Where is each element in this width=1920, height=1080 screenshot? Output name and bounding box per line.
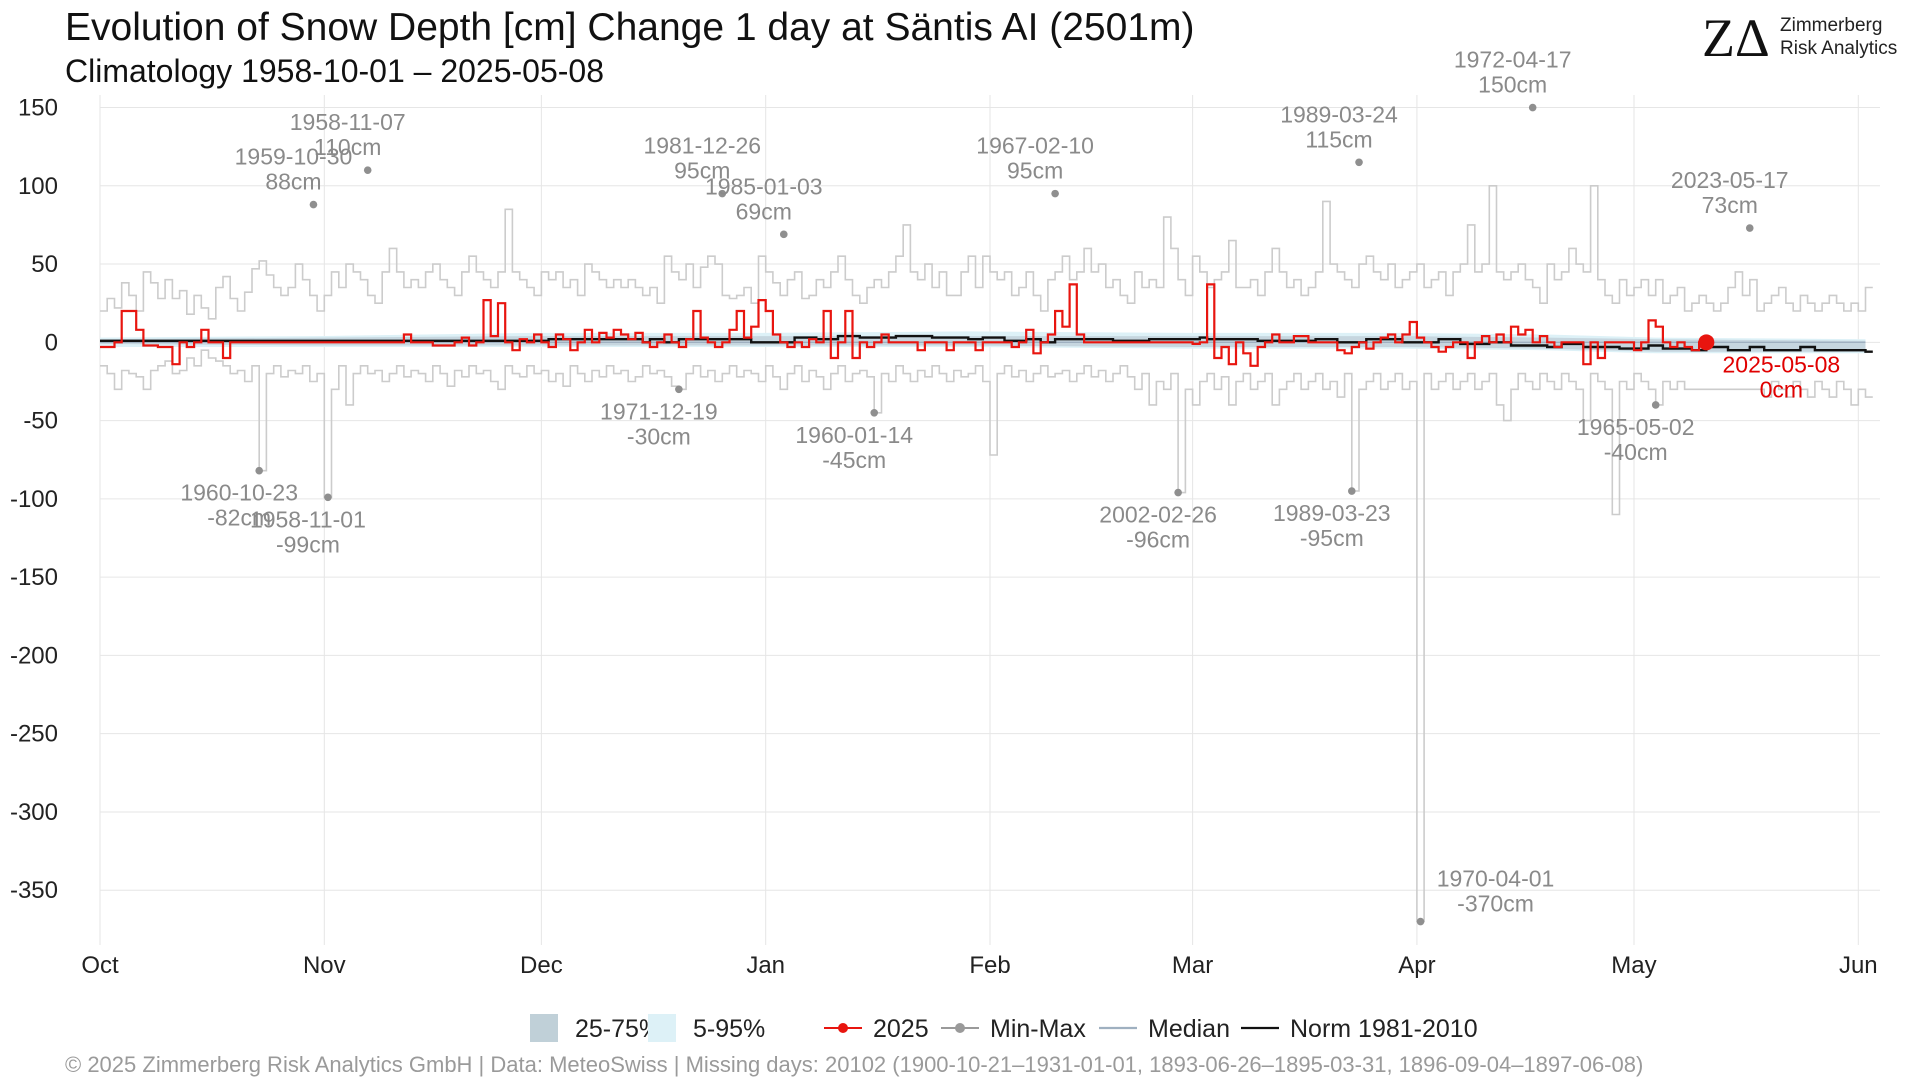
extreme-point bbox=[1051, 189, 1059, 198]
extreme-date-label: 2002-02-26 bbox=[1099, 502, 1217, 528]
y-tick-label: -300 bbox=[10, 799, 58, 826]
logo-line1: Zimmerberg bbox=[1780, 15, 1882, 36]
extreme-value-label: -96cm bbox=[1126, 527, 1190, 553]
extreme-date-label: 1971-12-19 bbox=[600, 398, 718, 424]
extreme-point bbox=[1651, 401, 1660, 409]
x-tick-label: Apr bbox=[1398, 952, 1435, 979]
y-tick-label: -200 bbox=[10, 642, 58, 669]
extreme-value-label: 95cm bbox=[674, 158, 730, 184]
extreme-value-label: -82cm bbox=[207, 505, 271, 531]
extreme-date-label: 1972-04-17 bbox=[1454, 47, 1572, 73]
x-tick-label: Feb bbox=[969, 952, 1010, 979]
legend-label: 2025 bbox=[873, 1015, 929, 1043]
extreme-date-label: 1958-11-01 bbox=[250, 506, 366, 532]
extreme-point bbox=[1355, 158, 1363, 167]
extreme-value-label: 73cm bbox=[1702, 192, 1758, 218]
x-tick-label: May bbox=[1611, 952, 1656, 979]
min-series-line bbox=[100, 349, 1873, 923]
extreme-date-label: 1965-05-02 bbox=[1577, 414, 1695, 440]
current-date-label: 2025-05-08 bbox=[1723, 351, 1841, 377]
extreme-point bbox=[1528, 103, 1537, 112]
extreme-point bbox=[255, 466, 263, 475]
y-tick-label: 0 bbox=[45, 329, 58, 356]
extreme-value-label: -99cm bbox=[276, 531, 340, 557]
extreme-date-label: 1981-12-26 bbox=[643, 133, 761, 159]
current-value-point bbox=[1698, 334, 1715, 351]
extreme-value-label: -370cm bbox=[1457, 891, 1534, 917]
extreme-point bbox=[1174, 488, 1182, 497]
extreme-value-label: -30cm bbox=[627, 423, 691, 449]
current-value-label: 0cm bbox=[1760, 376, 1803, 402]
logo: ZΔ Zimmerberg Risk Analytics bbox=[1702, 8, 1897, 68]
current-season-line bbox=[100, 283, 1715, 367]
y-tick-label: 50 bbox=[31, 251, 58, 278]
extreme-value-label: 69cm bbox=[736, 198, 792, 224]
legend: 25-75% 5-95% 2025 Min-Max Median Norm 1981-20… bbox=[530, 1014, 1478, 1043]
extreme-date-label: 1989-03-24 bbox=[1280, 101, 1398, 127]
extreme-value-label: 95cm bbox=[1007, 158, 1063, 184]
x-axis: Oct Nov Dec Jan Feb Mar Apr May Jun bbox=[81, 952, 1877, 979]
extreme-value-label: 115cm bbox=[1305, 126, 1372, 152]
x-tick-label: Mar bbox=[1172, 952, 1213, 979]
extreme-date-label: 1989-03-23 bbox=[1273, 500, 1391, 526]
extreme-value-label: 88cm bbox=[265, 169, 321, 195]
min-max-lines bbox=[100, 185, 1873, 923]
extreme-point bbox=[870, 408, 879, 417]
x-tick-label: Nov bbox=[303, 952, 346, 979]
extreme-date-label: 1985-01-03 bbox=[705, 173, 823, 199]
extreme-date-label: 1958-11-07 bbox=[290, 109, 406, 135]
legend-label: 5-95% bbox=[693, 1015, 765, 1043]
extreme-point bbox=[718, 189, 727, 198]
extreme-value-label: 110cm bbox=[314, 134, 381, 160]
extreme-point bbox=[363, 166, 372, 174]
chart-title: Evolution of Snow Depth [cm] Change 1 da… bbox=[65, 6, 1194, 49]
extreme-date-label: 1970-04-01 bbox=[1437, 866, 1555, 892]
legend-swatch bbox=[648, 1014, 676, 1042]
legend-label: 25-75% bbox=[575, 1015, 661, 1043]
y-tick-label: -250 bbox=[10, 721, 58, 748]
y-tick-label: 100 bbox=[18, 173, 58, 200]
extreme-value-label: -45cm bbox=[822, 447, 886, 473]
chart-subtitle: Climatology 1958-10-01 – 2025-05-08 bbox=[65, 53, 604, 89]
y-tick-label: -150 bbox=[10, 564, 58, 591]
extreme-point bbox=[1416, 917, 1425, 926]
grid bbox=[99, 95, 1880, 945]
y-tick-label: -350 bbox=[10, 877, 58, 904]
y-tick-label: -100 bbox=[10, 486, 58, 513]
extreme-value-label: -95cm bbox=[1300, 525, 1364, 551]
extreme-point bbox=[324, 493, 332, 502]
legend-swatch bbox=[530, 1014, 558, 1042]
extreme-point bbox=[675, 385, 683, 394]
legend-label: Median bbox=[1148, 1015, 1230, 1043]
extreme-point bbox=[779, 230, 788, 239]
max-series-line bbox=[100, 185, 1873, 320]
current-series-line bbox=[100, 283, 1714, 367]
extreme-point bbox=[1347, 487, 1356, 495]
extreme-value-label: 150cm bbox=[1478, 72, 1547, 98]
footer-credits: © 2025 Zimmerberg Risk Analytics GmbH | … bbox=[65, 1052, 1643, 1077]
y-tick-label: -50 bbox=[23, 408, 58, 435]
extreme-point bbox=[309, 200, 318, 209]
y-tick-label: 150 bbox=[18, 95, 58, 122]
extreme-value-label: -40cm bbox=[1604, 439, 1668, 465]
logo-line2: Risk Analytics bbox=[1780, 38, 1897, 59]
extreme-date-label: 2023-05-17 bbox=[1671, 167, 1789, 193]
x-tick-label: Jun bbox=[1839, 952, 1878, 979]
legend-label: Min-Max bbox=[990, 1015, 1086, 1043]
legend-label: Norm 1981-2010 bbox=[1290, 1015, 1478, 1043]
x-tick-label: Dec bbox=[520, 952, 563, 979]
extreme-date-label: 1959-10-30 bbox=[235, 144, 353, 170]
extreme-date-label: 1960-01-14 bbox=[795, 422, 913, 448]
x-tick-label: Jan bbox=[746, 952, 785, 979]
y-axis: 150 100 50 0 -50 -100 -150 -200 -250 -300 -350 bbox=[10, 95, 58, 905]
logo-symbol-icon: ZΔ bbox=[1702, 8, 1770, 68]
legend-swatch-point bbox=[838, 1023, 848, 1033]
extreme-point bbox=[1745, 224, 1754, 232]
extreme-date-label: 1967-02-10 bbox=[976, 133, 1094, 159]
extreme-date-label: 1960-10-23 bbox=[180, 480, 298, 506]
legend-swatch-point bbox=[955, 1023, 965, 1033]
x-tick-label: Oct bbox=[81, 952, 119, 979]
